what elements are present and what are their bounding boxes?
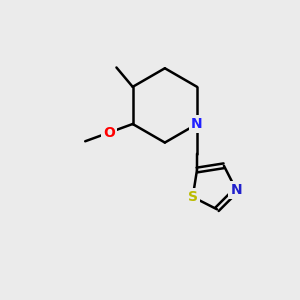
Text: S: S <box>188 190 198 204</box>
Text: O: O <box>103 126 115 140</box>
Text: N: N <box>230 183 242 197</box>
Text: N: N <box>191 117 203 131</box>
